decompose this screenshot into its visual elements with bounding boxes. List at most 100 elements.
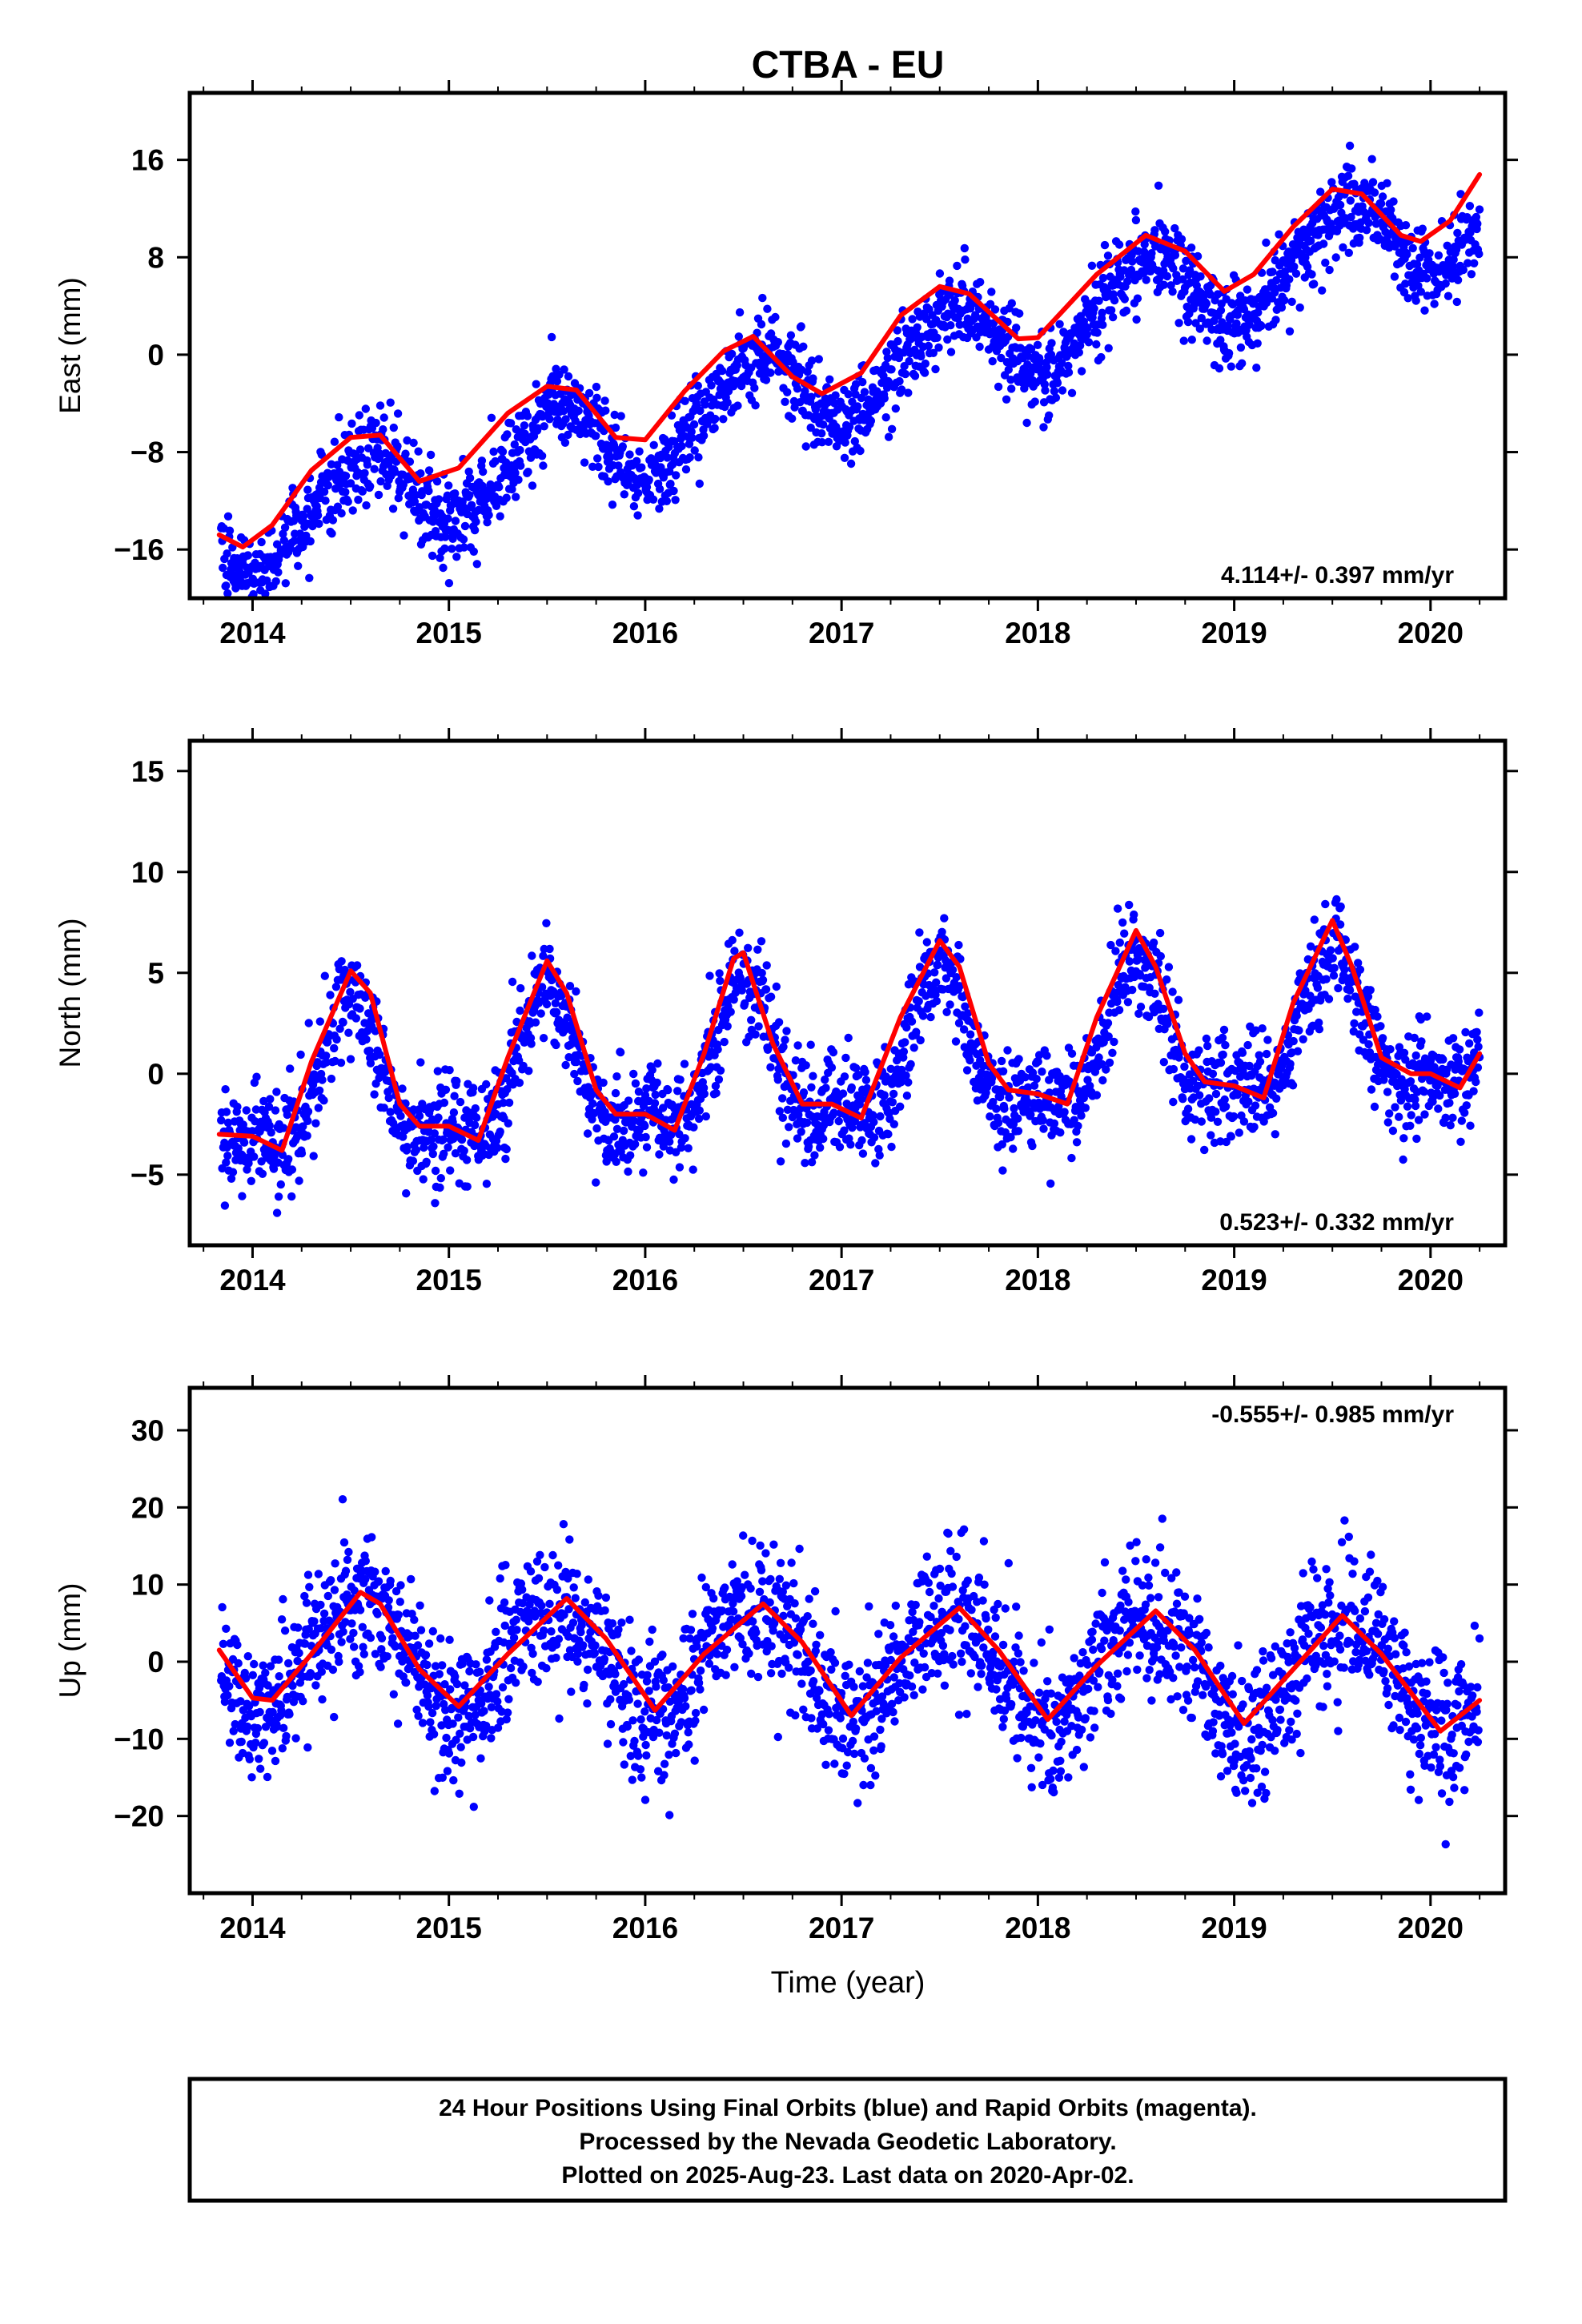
x-tick-label: 2019 bbox=[1201, 617, 1267, 649]
data-point bbox=[1174, 995, 1183, 1004]
data-point bbox=[463, 1182, 472, 1191]
data-point bbox=[655, 485, 665, 493]
data-point bbox=[445, 1066, 454, 1075]
data-point bbox=[239, 1706, 247, 1715]
data-point bbox=[1156, 951, 1166, 961]
data-point bbox=[624, 1167, 632, 1176]
data-point bbox=[637, 463, 646, 472]
data-point bbox=[766, 1063, 775, 1072]
data-point bbox=[1042, 363, 1051, 372]
data-point bbox=[520, 429, 529, 438]
data-point bbox=[1067, 1049, 1077, 1058]
data-point bbox=[1452, 297, 1462, 307]
data-point bbox=[415, 1112, 424, 1120]
data-point bbox=[1007, 384, 1016, 393]
data-point bbox=[1419, 1088, 1429, 1096]
data-point bbox=[234, 1144, 243, 1153]
data-point bbox=[416, 1601, 424, 1610]
data-point bbox=[1197, 1117, 1207, 1126]
data-point bbox=[952, 973, 961, 982]
data-point bbox=[267, 1747, 277, 1755]
data-point bbox=[905, 356, 913, 366]
data-point bbox=[1216, 1058, 1226, 1068]
data-point bbox=[377, 1645, 386, 1654]
data-point bbox=[793, 384, 802, 393]
data-point bbox=[915, 928, 924, 937]
data-point bbox=[1463, 213, 1472, 222]
data-point bbox=[249, 589, 258, 598]
data-point bbox=[1164, 963, 1174, 971]
data-point bbox=[459, 535, 468, 544]
data-point bbox=[1134, 955, 1142, 963]
data-point bbox=[376, 1663, 385, 1671]
data-point bbox=[807, 1158, 817, 1167]
data-point bbox=[1120, 295, 1130, 304]
data-point bbox=[383, 1652, 391, 1661]
data-point bbox=[1321, 899, 1330, 909]
data-point bbox=[297, 1149, 307, 1158]
north-panel: 2014 2015 2016 2017 2018 2019 2020151050−5Nort… bbox=[54, 728, 1518, 1297]
data-point bbox=[847, 1083, 857, 1092]
data-point bbox=[1098, 1076, 1107, 1085]
data-point bbox=[1233, 1090, 1243, 1100]
data-point bbox=[388, 505, 398, 513]
data-point bbox=[511, 468, 520, 477]
data-point bbox=[810, 1151, 819, 1160]
data-point bbox=[487, 413, 496, 422]
data-point bbox=[614, 461, 623, 470]
data-point bbox=[1461, 1027, 1470, 1037]
data-point bbox=[247, 1773, 256, 1782]
data-point bbox=[710, 424, 719, 432]
data-point bbox=[853, 402, 862, 411]
data-point bbox=[945, 276, 954, 285]
data-point bbox=[729, 995, 738, 1004]
data-point bbox=[323, 480, 332, 490]
data-point bbox=[1340, 965, 1349, 974]
data-point bbox=[274, 1655, 283, 1664]
data-point bbox=[563, 1013, 572, 1022]
data-point bbox=[794, 1110, 803, 1120]
data-point bbox=[889, 1089, 898, 1099]
data-point bbox=[317, 1667, 326, 1676]
data-point bbox=[763, 1045, 773, 1055]
data-point bbox=[374, 1577, 383, 1586]
data-point bbox=[609, 1132, 619, 1141]
data-point bbox=[223, 589, 232, 598]
data-point bbox=[346, 1055, 355, 1063]
data-point bbox=[1286, 1059, 1295, 1068]
data-point bbox=[225, 1682, 234, 1691]
data-point bbox=[1406, 1077, 1415, 1086]
data-point bbox=[1041, 386, 1050, 395]
data-point bbox=[877, 378, 886, 388]
data-point bbox=[1446, 1121, 1455, 1130]
data-point bbox=[545, 415, 554, 424]
data-point bbox=[583, 1129, 592, 1138]
data-point bbox=[1326, 946, 1335, 955]
data-point bbox=[412, 1145, 421, 1155]
data-point bbox=[1149, 938, 1158, 947]
data-point bbox=[261, 1723, 271, 1731]
data-point bbox=[955, 320, 964, 329]
data-point bbox=[1106, 940, 1115, 950]
data-point bbox=[279, 1594, 287, 1604]
data-point bbox=[496, 512, 504, 521]
data-point bbox=[840, 1072, 849, 1081]
data-point bbox=[1292, 1011, 1301, 1020]
data-point bbox=[527, 1039, 536, 1048]
data-point bbox=[219, 1639, 228, 1648]
data-point bbox=[1161, 227, 1170, 236]
data-point bbox=[1114, 240, 1124, 249]
data-point bbox=[1232, 319, 1241, 328]
data-point bbox=[1150, 226, 1159, 235]
data-point bbox=[222, 581, 231, 590]
data-point bbox=[831, 391, 840, 400]
data-point bbox=[508, 977, 517, 987]
data-point bbox=[347, 419, 356, 428]
data-point bbox=[971, 311, 980, 320]
data-point bbox=[1376, 199, 1386, 208]
data-point bbox=[599, 1078, 608, 1088]
data-point bbox=[602, 1157, 611, 1166]
data-point bbox=[1205, 1094, 1214, 1103]
data-point bbox=[1238, 359, 1247, 368]
data-point bbox=[712, 1088, 721, 1098]
